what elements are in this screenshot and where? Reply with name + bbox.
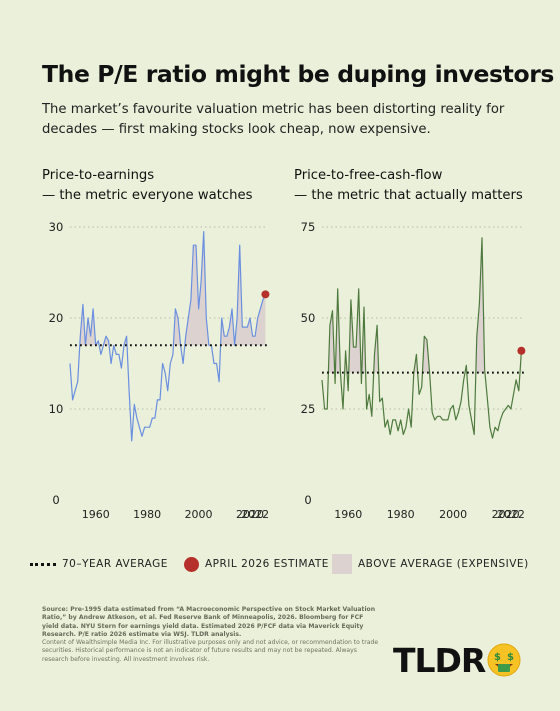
pe-ytick-label: 30 bbox=[49, 220, 64, 234]
pfcf-estimate-point bbox=[517, 346, 526, 355]
pfcf-chart-title-line1: Price-to-free-cash-flow bbox=[294, 168, 443, 183]
money-face-emoji-icon: $ $ bbox=[487, 643, 521, 677]
red-circle-icon bbox=[184, 556, 199, 572]
pfcf-xtick-label: 2022 bbox=[497, 508, 525, 521]
tldr-logo: TLDR $ $ bbox=[393, 640, 521, 680]
pfcf-ytick-label: 75 bbox=[301, 220, 316, 234]
logo-text: TLDR bbox=[393, 640, 486, 680]
shaded-area-swatch-icon bbox=[332, 554, 352, 574]
pe-above-average-area bbox=[79, 231, 266, 346]
pe-chart-title: Price-to-earnings — the metric everyone … bbox=[42, 166, 253, 206]
pfcf-chart-title-line2: — the metric that actually matters bbox=[294, 188, 523, 203]
svg-text:$: $ bbox=[507, 652, 514, 663]
footer-disclaimer: Content of Wealthsimple Media Inc. For i… bbox=[42, 639, 379, 663]
pe-xtick-label: 2020 bbox=[236, 508, 264, 521]
pe-series-line bbox=[69, 231, 266, 442]
pfcf-above-average-area bbox=[328, 237, 522, 373]
pfcf-xtick-label: 1960 bbox=[334, 508, 362, 521]
legend-estimate-label: APRIL 2026 ESTIMATE bbox=[205, 558, 329, 570]
page-subtitle: The market’s favourite valuation metric … bbox=[42, 102, 505, 137]
pe-xtick-label: 1960 bbox=[82, 508, 110, 521]
pe-ytick-label: 0 bbox=[52, 493, 59, 507]
pe-ytick-label: 10 bbox=[49, 402, 64, 416]
pfcf-chart-title: Price-to-free-cash-flow — the metric tha… bbox=[294, 166, 523, 206]
pe-xtick-label: 2022 bbox=[241, 508, 269, 521]
legend-average: 70–YEAR AVERAGE bbox=[30, 553, 168, 575]
pe-estimate-point bbox=[261, 290, 270, 299]
svg-text:$: $ bbox=[494, 652, 501, 663]
legend-above-label: ABOVE AVERAGE (EXPENSIVE) bbox=[358, 558, 529, 570]
pfcf-ytick-label: 0 bbox=[304, 493, 311, 507]
legend-average-label: 70–YEAR AVERAGE bbox=[62, 558, 168, 570]
legend-estimate: APRIL 2026 ESTIMATE bbox=[184, 553, 329, 575]
pe-xtick-label: 2000 bbox=[185, 508, 213, 521]
pe-chart-title-line2: — the metric everyone watches bbox=[42, 188, 253, 203]
pfcf-series-line bbox=[321, 237, 522, 439]
pfcf-xtick-label: 1980 bbox=[387, 508, 415, 521]
dotted-line-icon bbox=[30, 562, 56, 566]
legend: 70–YEAR AVERAGE APRIL 2026 ESTIMATE ABOV… bbox=[30, 553, 540, 575]
footer-notes: Source: Pre-1995 data estimated from “A … bbox=[42, 606, 382, 664]
pfcf-ytick-label: 25 bbox=[301, 402, 316, 416]
pe-chart-title-line1: Price-to-earnings bbox=[42, 168, 155, 183]
pe-ytick-label: 20 bbox=[49, 311, 64, 325]
page-title: The P/E ratio might be duping investors bbox=[42, 60, 554, 88]
pfcf-ytick-label: 50 bbox=[301, 311, 316, 325]
pfcf-xtick-label: 2020 bbox=[492, 508, 520, 521]
pfcf-xtick-label: 2000 bbox=[439, 508, 467, 521]
pe-xtick-label: 1980 bbox=[133, 508, 161, 521]
legend-above-average: ABOVE AVERAGE (EXPENSIVE) bbox=[332, 553, 529, 575]
footer-source: Source: Pre-1995 data estimated from “A … bbox=[42, 606, 376, 638]
